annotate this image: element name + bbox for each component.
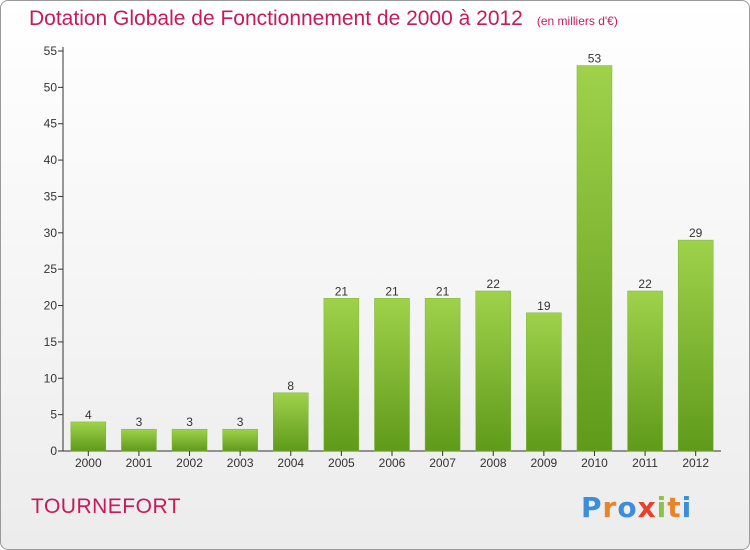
bar-2007 — [424, 298, 461, 452]
y-tick-label: 30 — [44, 226, 58, 240]
bar-value-label: 19 — [537, 299, 551, 313]
bar-2006 — [374, 298, 410, 452]
x-tick-label: 2009 — [530, 456, 557, 470]
logo-letter: r — [602, 491, 618, 524]
bar-value-label: 53 — [588, 52, 602, 66]
bar-value-label: 8 — [287, 379, 294, 393]
bar-value-label: 29 — [689, 226, 703, 240]
bar-2001 — [121, 428, 157, 452]
x-tick-label: 2011 — [632, 456, 658, 470]
y-tick-label: 10 — [44, 371, 58, 385]
logo-letter: x — [637, 491, 657, 524]
bar-2012 — [677, 239, 714, 452]
x-tick-label: 2000 — [75, 456, 102, 470]
commune-name: TOURNEFORT — [31, 495, 182, 518]
logo-letter: i — [681, 491, 693, 524]
logo-letter: t — [667, 491, 682, 524]
bar-2003 — [222, 428, 258, 452]
bar-value-label: 22 — [638, 277, 652, 291]
x-tick-label: 2007 — [429, 456, 456, 470]
x-tick-label: 2010 — [581, 456, 608, 470]
bar-value-label: 3 — [186, 415, 193, 429]
x-tick-label: 2006 — [379, 456, 406, 470]
y-tick-label: 40 — [44, 153, 58, 167]
chart-title-text: Dotation Globale de Fonctionnement de 20… — [29, 7, 523, 30]
chart-unit: (en milliers d'€) — [536, 14, 618, 28]
logo-letter: i — [656, 491, 668, 524]
x-tick-label: 2001 — [126, 456, 153, 470]
bar-value-label: 4 — [85, 408, 92, 422]
y-tick-label: 15 — [44, 335, 58, 349]
y-tick-label: 5 — [50, 408, 57, 422]
x-tick-label: 2003 — [227, 456, 254, 470]
x-tick-label: 2008 — [480, 456, 507, 470]
bar-value-label: 3 — [237, 415, 244, 429]
logo-letter: P — [581, 491, 603, 524]
bar-2005 — [323, 298, 360, 452]
y-tick-label: 25 — [44, 262, 58, 276]
bar-value-label: 21 — [335, 284, 349, 298]
logo-letter: o — [617, 491, 638, 524]
y-tick-label: 55 — [44, 44, 58, 58]
y-tick-label: 20 — [44, 299, 58, 313]
proxiti-logo: Proxiti — [581, 491, 692, 524]
y-tick-label: 50 — [44, 80, 58, 94]
y-tick-label: 45 — [44, 117, 58, 131]
y-tick-label: 0 — [50, 444, 57, 458]
x-tick-label: 2002 — [176, 456, 203, 470]
x-tick-label: 2005 — [328, 456, 355, 470]
bar-value-label: 22 — [487, 277, 501, 291]
bar-2002 — [171, 428, 208, 452]
x-tick-label: 2012 — [682, 456, 709, 470]
y-tick-label: 35 — [44, 189, 58, 203]
bar-2010 — [576, 65, 613, 452]
bar-2009 — [526, 312, 562, 452]
bar-value-label: 21 — [436, 284, 450, 298]
bar-value-label: 3 — [136, 415, 143, 429]
bar-2011 — [627, 290, 663, 452]
bar-value-label: 21 — [385, 284, 399, 298]
x-tick-label: 2004 — [277, 456, 304, 470]
bar-2000 — [70, 421, 107, 452]
bar-2004 — [273, 392, 309, 452]
chart-title: Dotation Globale de Fonctionnement de 20… — [29, 7, 618, 31]
bar-2008 — [475, 290, 511, 452]
